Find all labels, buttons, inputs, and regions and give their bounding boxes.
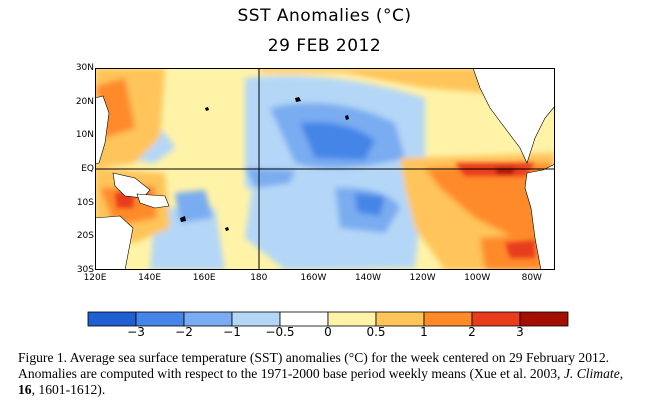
lon-label: 140W	[354, 273, 382, 283]
colorbar-swatch	[471, 311, 521, 327]
lon-label: 80W	[521, 273, 542, 283]
sst-anomaly-map	[95, 68, 555, 270]
lat-label: 30S	[76, 265, 94, 275]
map-date: 29 FEB 2012	[267, 36, 382, 56]
lon-label: 160E	[192, 273, 216, 283]
caption-volume: 16	[18, 382, 32, 397]
lat-label: 10S	[76, 197, 94, 208]
caption-separator: ,	[619, 366, 624, 381]
caption-suffix: , 1601-1612).	[31, 382, 106, 397]
colorbar-swatch	[327, 311, 377, 327]
figure-caption: Figure 1. Average sea surface temperatur…	[18, 350, 643, 398]
colorbar-tick-label: 3	[516, 325, 524, 339]
lon-label: 120E	[83, 273, 107, 283]
lon-label: 160W	[300, 273, 327, 283]
colorbar-swatch	[231, 311, 281, 327]
lon-label: 140E	[138, 273, 162, 283]
map-frame	[95, 68, 555, 270]
colorbar-tick-label: −3	[127, 325, 145, 339]
lat-label: 10N	[75, 130, 94, 141]
anomaly-field	[95, 68, 555, 270]
colorbar-tick-label: −2	[175, 325, 193, 339]
map-title: SST Anomalies (°C)	[237, 6, 412, 26]
colorbar-tick-label: 2	[468, 325, 476, 339]
colorbar-swatch	[183, 311, 233, 327]
colorbar-tick-label: 0.5	[366, 325, 386, 339]
caption-text: Figure 1. Average sea surface temperatur…	[18, 350, 610, 381]
caption-journal: J. Climate	[563, 366, 620, 381]
colorbar-tick-label: 1	[420, 325, 428, 339]
lon-label: 120W	[409, 273, 436, 283]
lat-label: EQ	[81, 164, 94, 174]
colorbar-tick-label: −0.5	[265, 325, 295, 339]
colorbar-swatch	[87, 311, 137, 327]
lat-label: 20S	[76, 231, 94, 242]
colorbar	[87, 311, 569, 327]
lat-label: 30N	[75, 63, 94, 73]
colorbar-swatch	[423, 311, 473, 327]
lon-label: 100W	[464, 273, 491, 283]
colorbar-swatch	[519, 311, 569, 327]
lon-label: 180	[250, 273, 268, 283]
land-masses	[95, 68, 555, 270]
lat-label: 20N	[75, 96, 94, 107]
colorbar-swatch	[135, 311, 185, 327]
colorbar-tick-label: −1	[223, 325, 241, 339]
map-canvas	[95, 68, 555, 270]
colorbar-swatch	[279, 311, 329, 327]
colorbar-tick-label: 0	[324, 325, 332, 339]
colorbar-swatch	[375, 311, 425, 327]
